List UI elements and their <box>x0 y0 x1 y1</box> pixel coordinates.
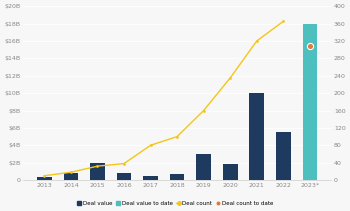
Bar <box>90 163 105 180</box>
Bar <box>143 176 158 180</box>
Bar <box>64 173 78 180</box>
Bar <box>276 132 290 180</box>
Bar <box>170 174 184 180</box>
Bar <box>302 24 317 180</box>
Legend: Deal value, Deal value to date, Deal count, Deal count to date: Deal value, Deal value to date, Deal cou… <box>75 199 275 208</box>
Bar <box>250 93 264 180</box>
Bar <box>196 154 211 180</box>
Bar <box>223 164 238 180</box>
Bar <box>117 173 131 180</box>
Bar <box>37 177 52 180</box>
